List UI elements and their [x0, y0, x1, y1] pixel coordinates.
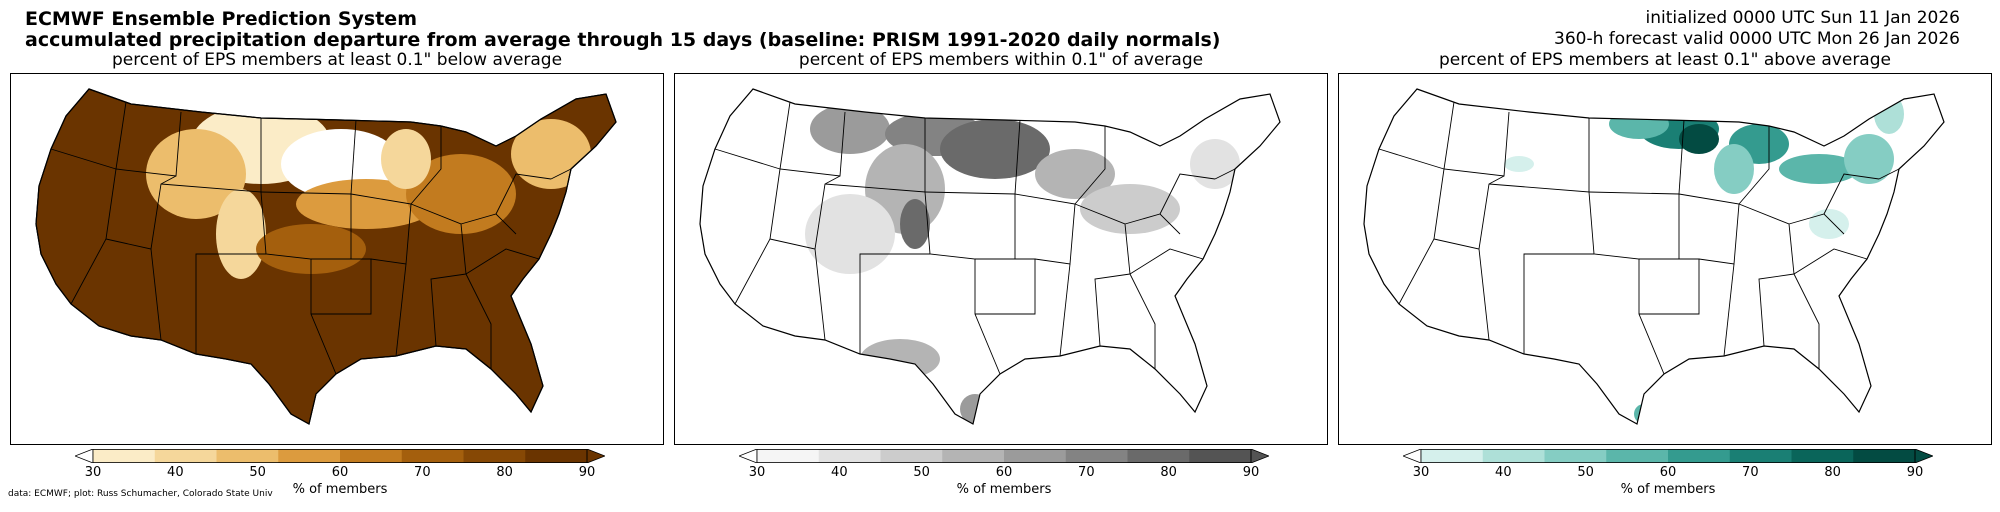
colorbar-segment [1606, 449, 1669, 463]
colorbar-segment [757, 449, 820, 463]
colorbar-tick-label: 40 [831, 465, 848, 480]
colorbar-segment [1004, 449, 1067, 463]
colorbar-border [1420, 449, 1916, 463]
initialized-time: initialized 0000 UTC Sun 11 Jan 2026 [1645, 8, 1960, 28]
colorbar-tick-label: 30 [748, 465, 766, 480]
colorbar-segment [463, 449, 526, 463]
colorbar-segment [1065, 449, 1128, 463]
colorbar-label-above: % of members [1620, 482, 1716, 497]
panel-title-below: percent of EPS members at least 0.1" bel… [111, 50, 563, 70]
colorbar-tick-label: 60 [1659, 465, 1677, 480]
colorbar-segment [1791, 449, 1854, 463]
colorbar-tick-label: 40 [1495, 465, 1512, 480]
colorbar-tick-label: 50 [913, 465, 930, 480]
colorbar-label-below: % of members [292, 482, 388, 497]
colorbar-extend-low [737, 448, 758, 464]
colorbar-segment [1544, 449, 1607, 463]
colorbar-above [1401, 448, 1935, 467]
colorbar-border [756, 449, 1252, 463]
colorbar-tick-label: 80 [1160, 465, 1177, 480]
colorbar-tick-label: 70 [414, 465, 431, 480]
colorbar-within-svg [737, 448, 1271, 464]
colorbar-within [737, 448, 1271, 467]
colorbar-tick-label: 90 [1906, 465, 1924, 480]
colorbar-tick-label: 90 [578, 465, 596, 480]
colorbar-segment [525, 449, 588, 463]
colorbar-tick-label: 40 [167, 465, 184, 480]
colorbar-tick-label: 70 [1742, 465, 1759, 480]
colorbar-extend-low [1401, 448, 1422, 464]
colorbar-below-svg [73, 448, 607, 464]
figure-title: ECMWF Ensemble Prediction System [25, 8, 417, 30]
map-below-average [10, 73, 664, 445]
panel-title-above: percent of EPS members at least 0.1" abo… [1439, 50, 1891, 70]
colorbar-segment [154, 449, 217, 463]
colorbar-tick-label: 30 [1412, 465, 1430, 480]
forecast-valid-time: 360-h forecast valid 0000 UTC Mon 26 Jan… [1554, 29, 1960, 49]
colorbar-above-svg [1401, 448, 1935, 464]
colorbar-tick-label: 30 [84, 465, 102, 480]
colorbar-segment [216, 449, 279, 463]
colorbar-segment [1127, 449, 1190, 463]
colorbar-segment [278, 449, 341, 463]
colorbar-tick-label: 70 [1078, 465, 1095, 480]
colorbar-border [92, 449, 588, 463]
map-below-svg [35, 88, 617, 425]
colorbar-segment [1729, 449, 1792, 463]
map-above-average [1338, 73, 1992, 445]
colorbar-tick-label: 80 [1824, 465, 1841, 480]
colorbar-segment [1189, 449, 1252, 463]
colorbar-below [73, 448, 607, 467]
colorbar-extend-high [1914, 448, 1935, 464]
map-within-svg [699, 88, 1281, 425]
colorbar-segment [1853, 449, 1916, 463]
colorbar-segment [1421, 449, 1484, 463]
figure-subtitle: accumulated precipitation departure from… [25, 29, 1221, 51]
colorbar-segment [340, 449, 403, 463]
colorbar-tick-label: 90 [1242, 465, 1260, 480]
colorbar-extend-high [1250, 448, 1271, 464]
colorbar-segment [942, 449, 1005, 463]
colorbar-tick-label: 50 [249, 465, 266, 480]
colorbar-extend-high [586, 448, 607, 464]
colorbar-segment [93, 449, 156, 463]
colorbar-tick-label: 60 [331, 465, 349, 480]
colorbar-tick-label: 50 [1577, 465, 1594, 480]
colorbar-label-within: % of members [956, 482, 1052, 497]
colorbar-tick-label: 60 [995, 465, 1013, 480]
colorbar-segment [880, 449, 943, 463]
colorbar-segment [1482, 449, 1545, 463]
colorbar-segment [1668, 449, 1731, 463]
panel-title-within: percent of EPS members within 0.1" of av… [798, 50, 1204, 70]
credit-line: data: ECMWF; plot: Russ Schumacher, Colo… [8, 489, 273, 499]
colorbar-extend-low [73, 448, 94, 464]
map-above-svg [1363, 88, 1945, 425]
colorbar-segment [401, 449, 464, 463]
colorbar-tick-label: 80 [496, 465, 513, 480]
map-within-average [674, 73, 1328, 445]
colorbar-segment [818, 449, 881, 463]
